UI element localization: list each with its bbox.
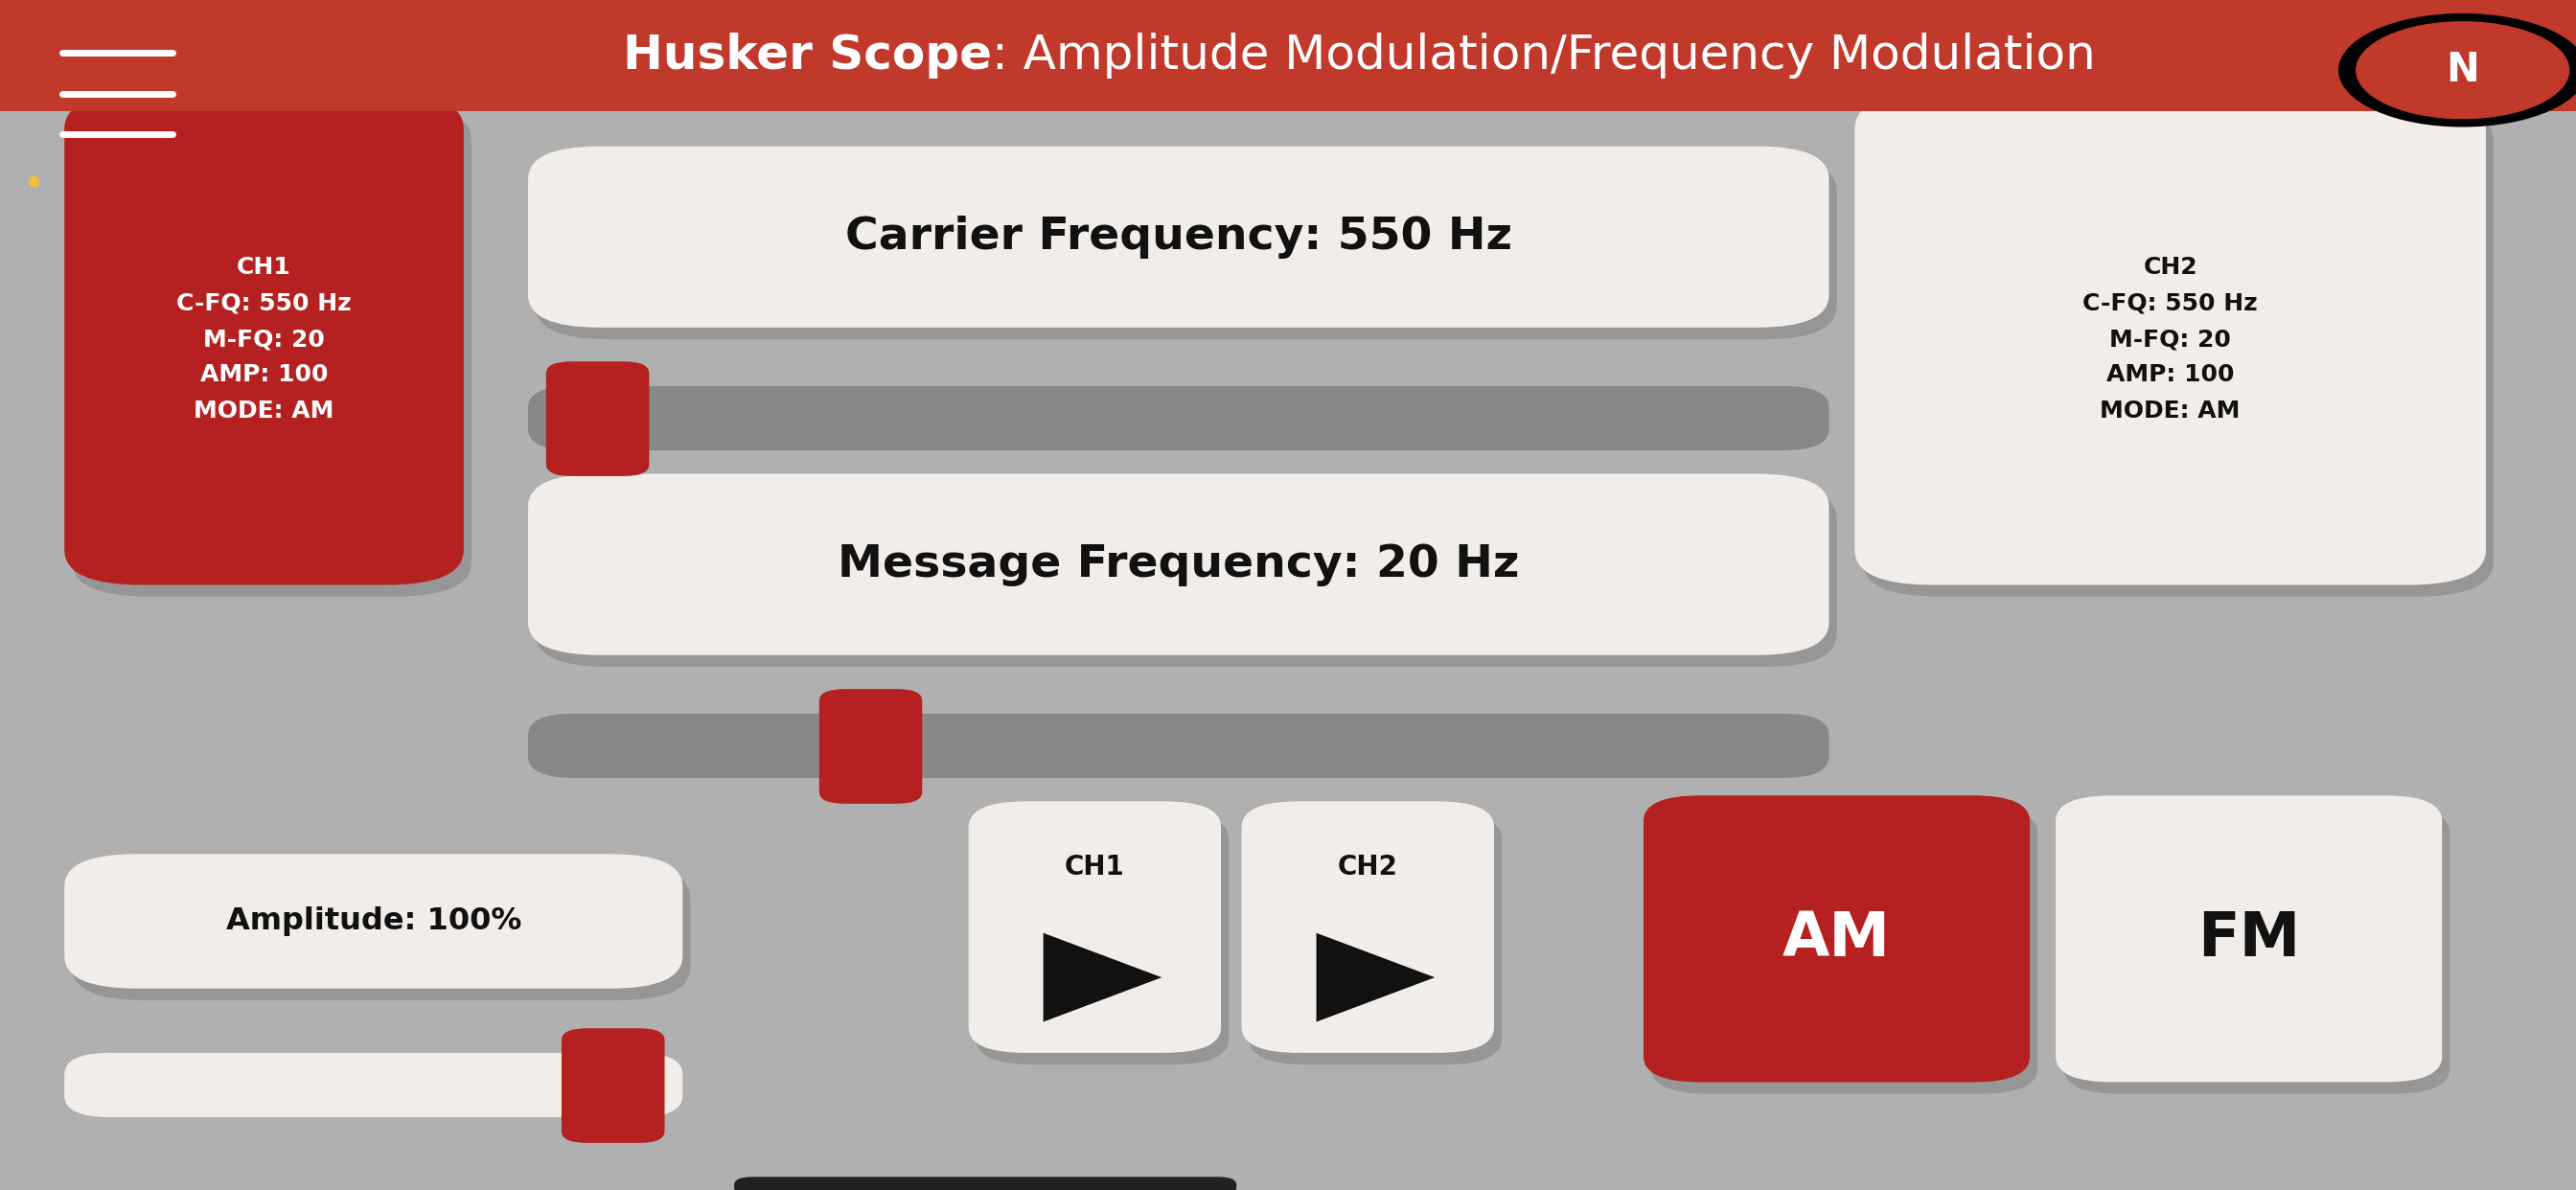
FancyBboxPatch shape [1242,801,1494,1053]
Polygon shape [1316,933,1435,1022]
Text: Husker Scope: Husker Scope [623,32,992,79]
FancyBboxPatch shape [1643,795,2030,1082]
FancyBboxPatch shape [1862,105,2494,596]
Text: CH2
C-FQ: 550 Hz
M-FQ: 20
AMP: 100
MODE: AM: CH2 C-FQ: 550 Hz M-FQ: 20 AMP: 100 MODE:… [2084,256,2257,422]
Text: CH1: CH1 [1064,853,1126,881]
Text: Carrier Frequency: 550 Hz: Carrier Frequency: 550 Hz [845,215,1512,258]
Text: CH1
C-FQ: 550 Hz
M-FQ: 20
AMP: 100
MODE: AM: CH1 C-FQ: 550 Hz M-FQ: 20 AMP: 100 MODE:… [178,256,350,422]
FancyBboxPatch shape [64,1053,683,1117]
FancyBboxPatch shape [546,362,649,476]
FancyBboxPatch shape [734,1177,1236,1190]
FancyBboxPatch shape [819,689,922,803]
FancyBboxPatch shape [969,801,1221,1053]
FancyBboxPatch shape [528,146,1829,327]
Point [13,171,54,190]
FancyBboxPatch shape [528,386,1829,450]
Polygon shape [1043,933,1162,1022]
FancyBboxPatch shape [1249,813,1502,1065]
FancyBboxPatch shape [1855,94,2486,585]
FancyBboxPatch shape [72,105,471,596]
FancyBboxPatch shape [64,854,683,989]
FancyBboxPatch shape [72,865,690,1001]
FancyBboxPatch shape [976,813,1229,1065]
FancyBboxPatch shape [0,0,2576,111]
Text: : Amplitude Modulation/Frequency Modulation: : Amplitude Modulation/Frequency Modulat… [992,32,2094,79]
FancyBboxPatch shape [562,1028,665,1142]
Text: FM: FM [2197,909,2300,969]
Circle shape [2339,14,2576,126]
FancyBboxPatch shape [2056,795,2442,1082]
Text: Amplitude: 100%: Amplitude: 100% [227,907,520,937]
FancyBboxPatch shape [64,94,464,585]
Text: CH2: CH2 [1337,853,1399,881]
FancyBboxPatch shape [528,474,1829,656]
FancyBboxPatch shape [528,714,1829,778]
Text: AM: AM [1783,909,1891,969]
Circle shape [2357,21,2568,119]
Text: N: N [2447,50,2478,90]
Text: Message Frequency: 20 Hz: Message Frequency: 20 Hz [837,543,1520,585]
FancyBboxPatch shape [2063,807,2450,1094]
FancyBboxPatch shape [536,486,1837,666]
FancyBboxPatch shape [1651,807,2038,1094]
FancyBboxPatch shape [536,158,1837,339]
